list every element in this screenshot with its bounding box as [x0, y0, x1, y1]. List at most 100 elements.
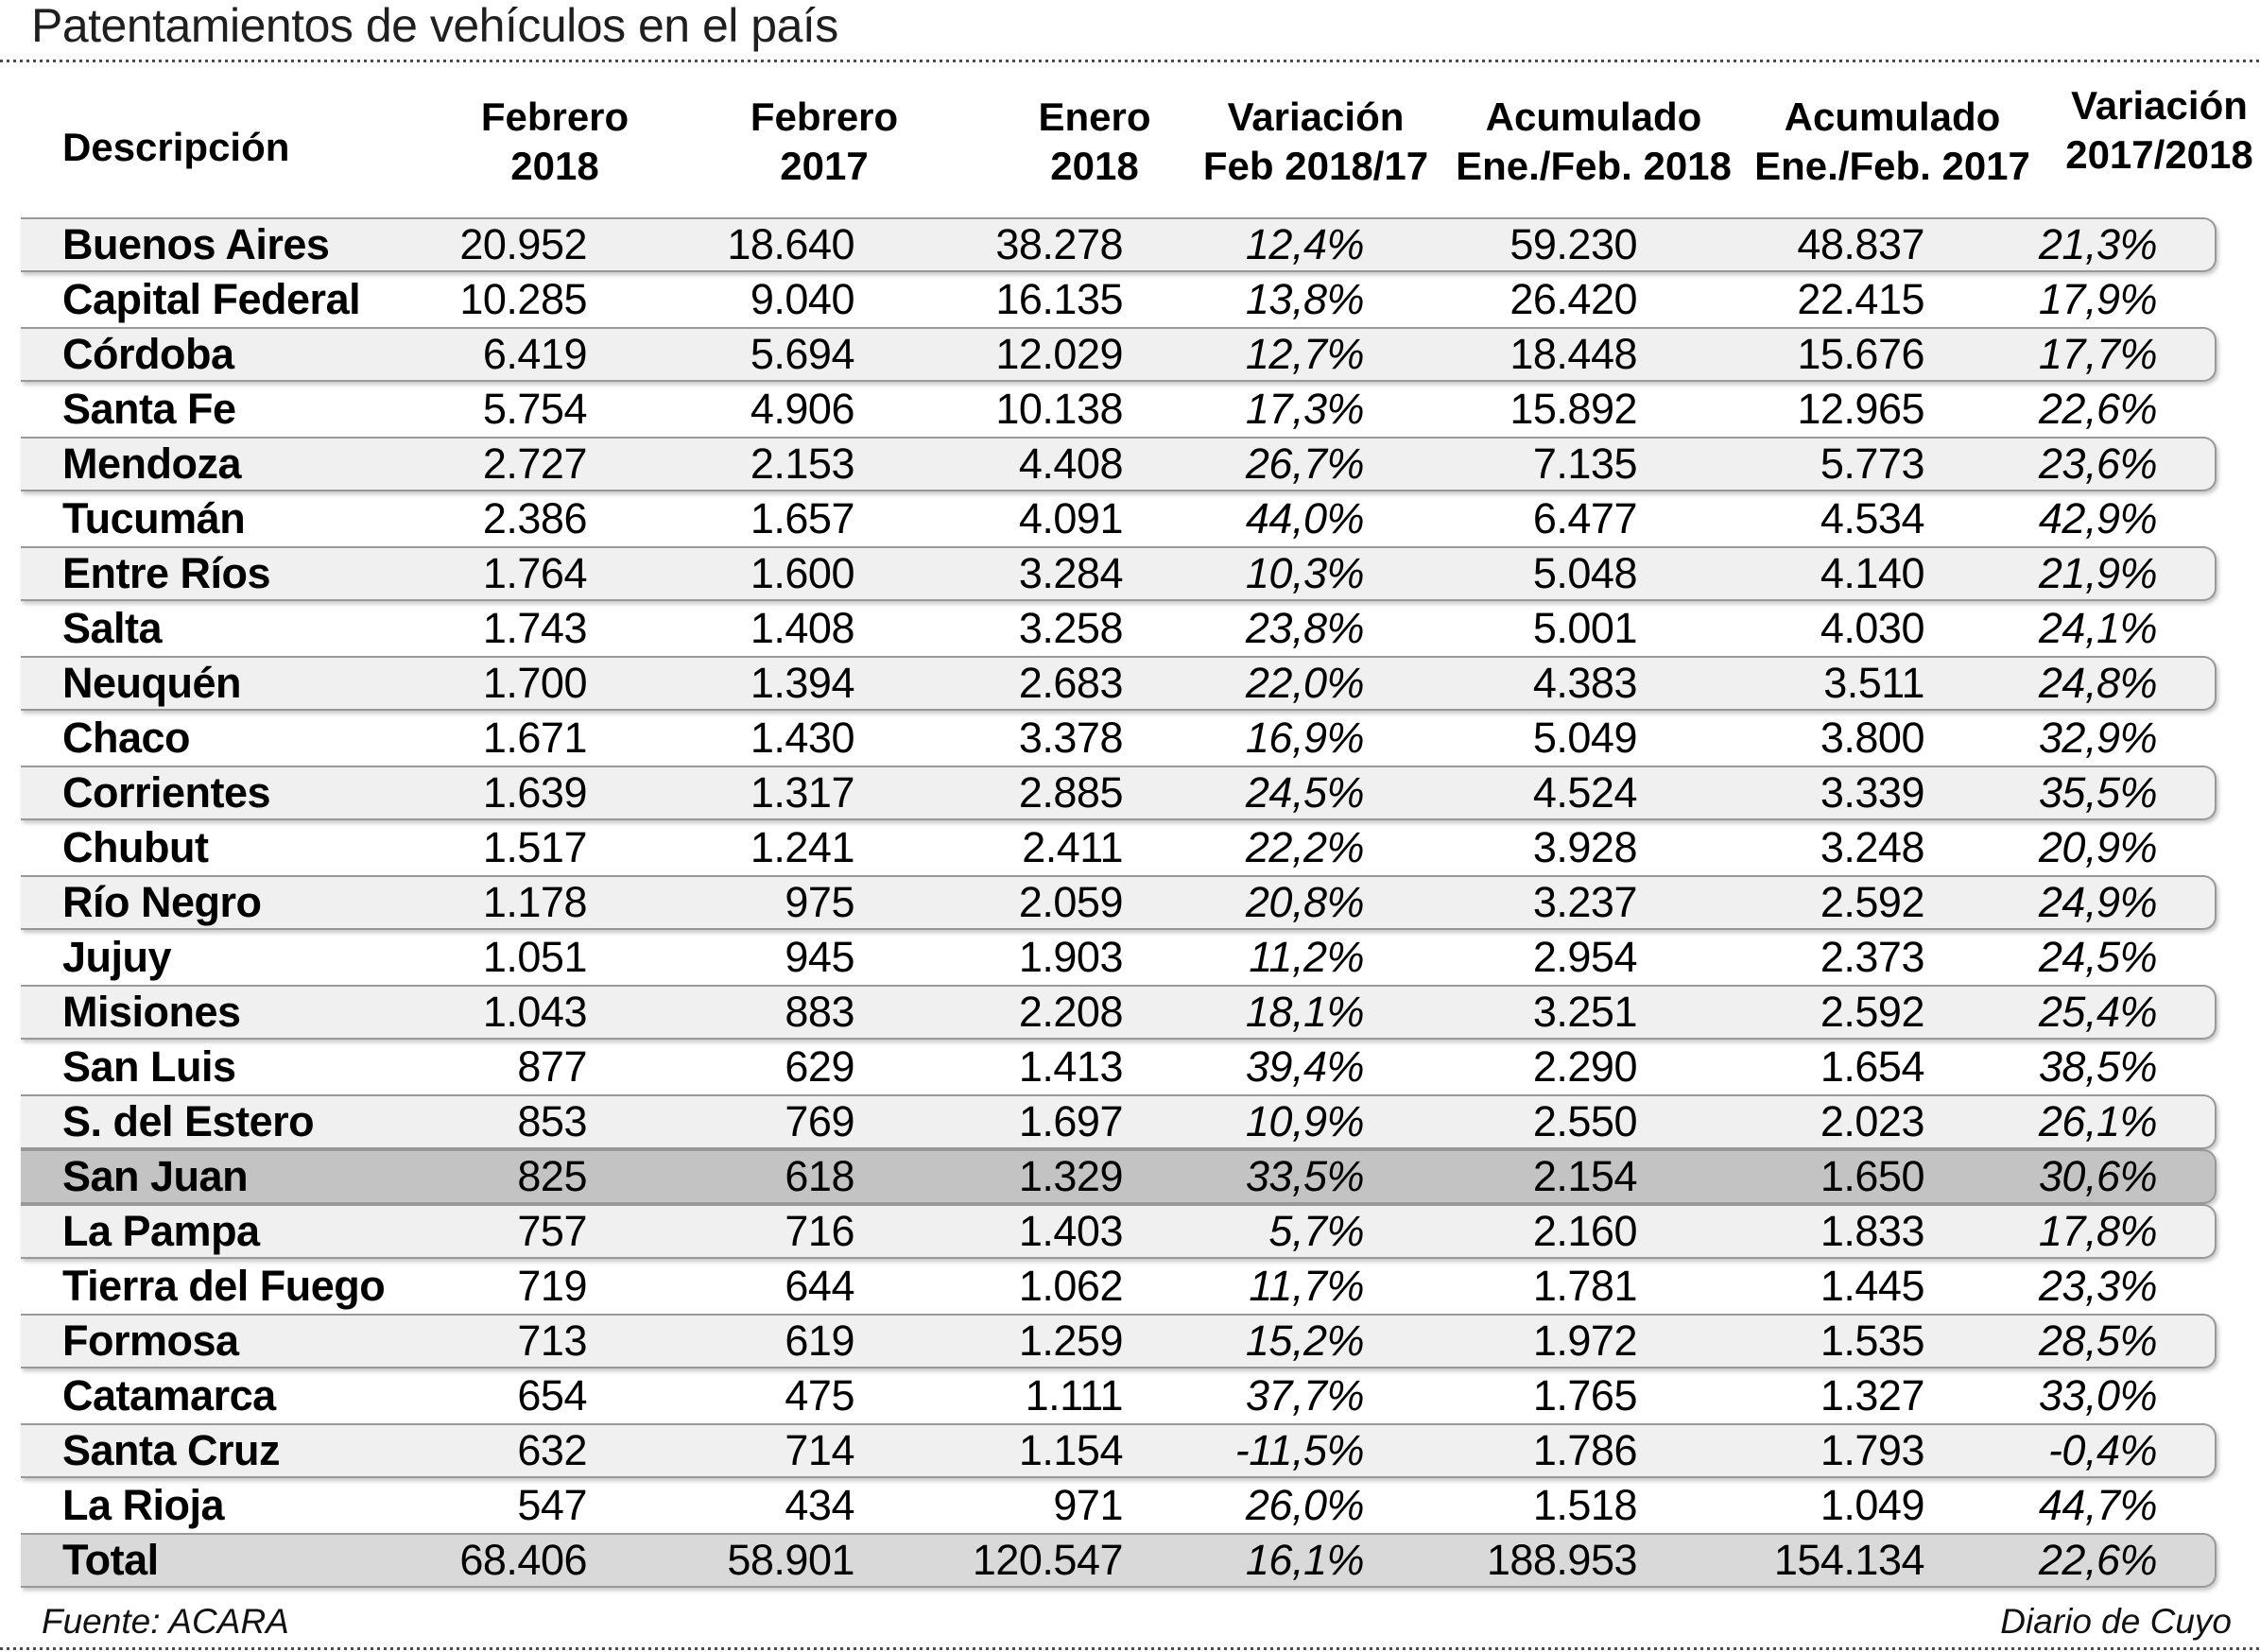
table-row: San Juan 825 618 1.329 33,5% 2.154 1.650…	[21, 1149, 2217, 1204]
cell-value: 4.140	[1820, 549, 1925, 597]
column-header-label: 2017	[780, 144, 869, 188]
cell-value: 2.592	[1820, 878, 1925, 926]
cell-value: 877	[517, 1042, 587, 1091]
cell-value: 1.178	[482, 878, 588, 926]
cell-value: 24,5%	[2038, 933, 2158, 981]
cell-value: 1.781	[1532, 1262, 1638, 1310]
cell-value: 1.743	[482, 604, 588, 652]
cell-value: 12.965	[1797, 385, 1924, 433]
cell-value: 2.153	[750, 439, 855, 488]
row-label: La Pampa	[62, 1207, 260, 1255]
cell-value: 120.547	[972, 1536, 1124, 1584]
source-label: Fuente: ACARA	[42, 1602, 289, 1641]
cell-value: 5.773	[1820, 439, 1925, 488]
column-header-label: Acumulado	[1485, 95, 1702, 139]
table-row: S. del Estero 853 769 1.697 10,9% 2.550 …	[21, 1094, 2217, 1149]
cell-value: 1.793	[1820, 1426, 1925, 1474]
cell-value: 1.833	[1820, 1207, 1925, 1255]
cell-value: 4.383	[1532, 659, 1638, 707]
cell-value: 1.259	[1018, 1316, 1124, 1365]
cell-value: 1.403	[1018, 1207, 1124, 1255]
table-row: Misiones 1.043 883 2.208 18,1% 3.251 2.5…	[21, 985, 2217, 1040]
cell-value: 12.029	[995, 330, 1123, 378]
cell-value: 22.415	[1797, 275, 1924, 323]
cell-value: 1.329	[1018, 1152, 1124, 1200]
cell-value: 1.518	[1532, 1481, 1638, 1529]
table-row: Neuquén 1.700 1.394 2.683 22,0% 4.383 3.…	[21, 656, 2217, 711]
cell-value: 24,5%	[1245, 768, 1365, 817]
cell-value: 35,5%	[2038, 768, 2158, 817]
cell-value: 1.639	[482, 768, 588, 817]
cell-value: 719	[517, 1262, 587, 1310]
row-label: Formosa	[62, 1316, 239, 1365]
cell-value: 16,9%	[1245, 714, 1365, 762]
table-header: Descripción Febrero 2018 Febrero 2017 En…	[21, 81, 2253, 198]
row-label: Tucumán	[62, 494, 246, 542]
cell-value: 713	[517, 1316, 587, 1365]
column-header-descripcion: Descripción	[21, 93, 427, 210]
table-row: La Pampa 757 716 1.403 5,7% 2.160 1.833 …	[21, 1204, 2217, 1259]
cell-value: 11,2%	[1249, 933, 1364, 981]
cell-value: 24,1%	[2038, 604, 2158, 652]
cell-value: 716	[785, 1207, 854, 1255]
cell-value: 10,3%	[1245, 549, 1365, 597]
cell-value: 22,6%	[2038, 385, 2158, 433]
cell-value: 2.954	[1532, 933, 1638, 981]
cell-value: 20,8%	[1245, 878, 1365, 926]
cell-value: 26.420	[1510, 275, 1637, 323]
row-label: Capital Federal	[62, 275, 361, 323]
cell-value: 2.386	[482, 494, 588, 542]
cell-value: 1.786	[1532, 1426, 1638, 1474]
row-label: Chaco	[62, 714, 191, 762]
cell-value: 22,2%	[1245, 823, 1365, 871]
cell-value: 945	[785, 933, 854, 981]
cell-value: 28,5%	[2038, 1316, 2158, 1365]
cell-value: 17,8%	[2038, 1207, 2158, 1255]
cell-value: 10,9%	[1245, 1097, 1365, 1145]
cell-value: 3.800	[1820, 714, 1925, 762]
column-header-variacion-feb: Variación Feb 2018/17	[1183, 81, 1448, 198]
row-label: Córdoba	[62, 330, 234, 378]
table-row: Jujuy 1.051 945 1.903 11,2% 2.954 2.373 …	[21, 930, 2217, 985]
cell-value: 7.135	[1532, 439, 1638, 488]
cell-value: 37,7%	[1245, 1371, 1365, 1420]
table-footer: Fuente: ACARA Diario de Cuyo	[0, 1601, 2260, 1643]
cell-value: 20.952	[459, 220, 587, 268]
cell-value: 547	[517, 1481, 587, 1529]
cell-value: 58.901	[727, 1536, 854, 1584]
row-label: Mendoza	[62, 439, 242, 488]
cell-value: 44,0%	[1245, 494, 1365, 542]
cell-value: 2.683	[1018, 659, 1124, 707]
cell-value: 2.592	[1820, 988, 1925, 1036]
top-dotted-divider	[0, 60, 2260, 62]
cell-value: 5.754	[482, 385, 588, 433]
cell-value: 10.138	[995, 385, 1123, 433]
cell-value: 17,3%	[1245, 385, 1365, 433]
cell-value: 26,1%	[2038, 1097, 2158, 1145]
cell-value: 33,0%	[2038, 1371, 2158, 1420]
row-label: Santa Cruz	[62, 1426, 281, 1474]
row-label: Río Negro	[62, 878, 262, 926]
row-label: Buenos Aires	[62, 220, 330, 268]
cell-value: 5,7%	[1268, 1207, 1364, 1255]
column-header-label: Ene./Feb. 2018	[1456, 144, 1732, 188]
cell-value: 5.001	[1532, 604, 1638, 652]
cell-value: 18,1%	[1245, 988, 1365, 1036]
cell-value: -11,5%	[1234, 1426, 1365, 1474]
cell-value: 25,4%	[2038, 988, 2158, 1036]
cell-value: 16.135	[995, 275, 1123, 323]
cell-value: 644	[785, 1262, 854, 1310]
row-label: Entre Ríos	[62, 549, 271, 597]
cell-value: 1.972	[1532, 1316, 1638, 1365]
cell-value: 2.160	[1532, 1207, 1638, 1255]
cell-value: 1.650	[1820, 1152, 1925, 1200]
table-row: San Luis 877 629 1.413 39,4% 2.290 1.654…	[21, 1040, 2217, 1094]
cell-value: 1.111	[1025, 1371, 1124, 1420]
cell-value: 6.419	[482, 330, 588, 378]
cell-value: 434	[785, 1481, 854, 1529]
row-label: Jujuy	[62, 933, 172, 981]
column-header-label: Variación	[1227, 95, 1405, 139]
column-header-label: 2018	[510, 144, 599, 188]
cell-value: 30,6%	[2038, 1152, 2158, 1200]
